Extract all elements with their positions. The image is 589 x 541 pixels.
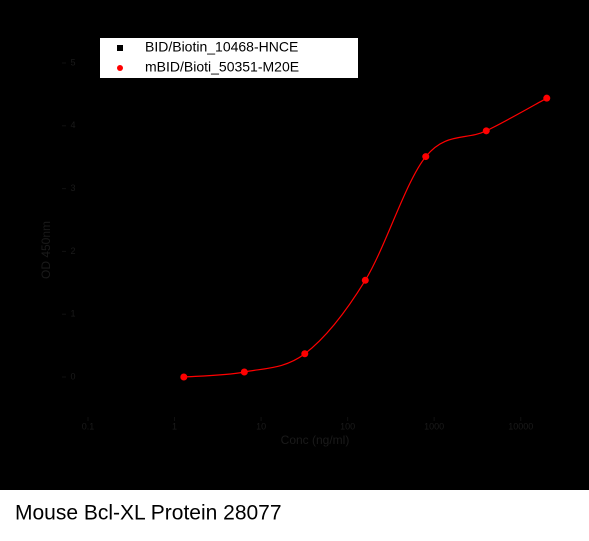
y-tick-label: 5 <box>70 57 75 67</box>
point <box>422 153 430 161</box>
legend-label: mBID/Bioti_50351-M20E <box>145 59 299 75</box>
x-tick-label: 10 <box>256 421 266 431</box>
y-tick-label: 3 <box>70 183 75 193</box>
y-tick-label: 2 <box>70 246 75 256</box>
y-tick-label: 0 <box>70 371 75 381</box>
y-axis-label: OD 450nm <box>39 221 53 279</box>
point <box>301 350 309 358</box>
point <box>240 368 248 376</box>
x-tick-label: 0.1 <box>82 421 95 431</box>
legend-label: BID/Biotin_10468-HNCE <box>145 39 298 55</box>
x-tick-label: 1 <box>172 421 177 431</box>
point <box>361 276 369 284</box>
point <box>543 94 551 102</box>
y-tick-label: 4 <box>70 120 75 130</box>
x-tick-label: 100 <box>340 421 355 431</box>
x-tick-label: 1000 <box>424 421 444 431</box>
caption: Mouse Bcl-XL Protein 28077 <box>15 502 282 525</box>
point <box>180 373 188 381</box>
legend-marker <box>117 65 123 71</box>
caption-background <box>0 490 589 536</box>
x-axis-label: Conc (ng/ml) <box>281 433 350 447</box>
y-tick-label: 1 <box>70 309 75 319</box>
x-tick-label: 10000 <box>508 421 533 431</box>
plot-background <box>0 0 589 490</box>
point <box>482 127 490 135</box>
legend-marker <box>117 45 123 51</box>
legend <box>100 38 358 78</box>
